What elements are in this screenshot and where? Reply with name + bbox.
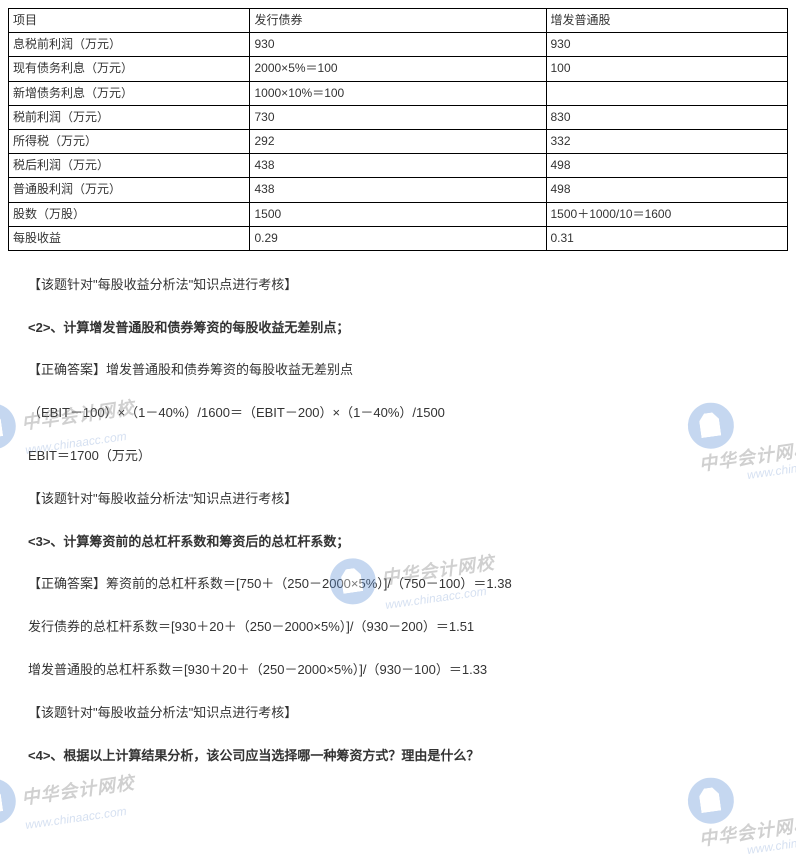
- watermark-brand: 中华会计网校: [697, 810, 796, 852]
- watermark: 中华会计网校www.chinaacc.com: [685, 385, 796, 490]
- table-header-row: 项目 发行债券 增发普通股: [9, 9, 788, 33]
- cell: 332: [546, 129, 788, 153]
- cell: [546, 81, 788, 105]
- table-row: 税前利润（万元） 730 830: [9, 105, 788, 129]
- cell: 830: [546, 105, 788, 129]
- cell: 438: [250, 178, 546, 202]
- question-4-title: <4>、根据以上计算结果分析，该公司应当选择哪一种筹资方式？理由是什么？: [28, 746, 788, 767]
- cell: 730: [250, 105, 546, 129]
- cell: 1500: [250, 202, 546, 226]
- cell: 292: [250, 129, 546, 153]
- question-3-answer-3: 增发普通股的总杠杆系数＝[930＋20＋（250－2000×5%）]/（930－…: [28, 660, 788, 681]
- row-label: 现有债务利息（万元）: [9, 57, 250, 81]
- row-label: 所得税（万元）: [9, 129, 250, 153]
- cell: 1000×10%＝100: [250, 81, 546, 105]
- cell: 1500＋1000/10＝1600: [546, 202, 788, 226]
- question-2-formula: （EBIT－100）×（1－40%）/1600＝（EBIT－200）×（1－40…: [28, 403, 788, 424]
- cell: 498: [546, 178, 788, 202]
- cell: 498: [546, 154, 788, 178]
- question-3-answer-1: 【正确答案】筹资前的总杠杆系数＝[750＋（250－2000×5%）]/（750…: [28, 574, 788, 595]
- watermark-brand: 中华会计网校: [20, 769, 137, 811]
- row-label: 税前利润（万元）: [9, 105, 250, 129]
- financial-table: 项目 发行债券 增发普通股 息税前利润（万元） 930 930 现有债务利息（万…: [8, 8, 788, 251]
- watermark-logo-icon: [685, 775, 737, 827]
- watermark-logo-icon: [0, 400, 19, 452]
- cell: 2000×5%＝100: [250, 57, 546, 81]
- table-row: 税后利润（万元） 438 498: [9, 154, 788, 178]
- knowledge-note: 【该题针对"每股收益分析法"知识点进行考核】: [28, 275, 788, 296]
- cell: 100: [546, 57, 788, 81]
- row-label: 每股收益: [9, 226, 250, 250]
- watermark-url: www.chinaacc.com: [24, 802, 139, 832]
- cell: 930: [250, 33, 546, 57]
- knowledge-note: 【该题针对"每股收益分析法"知识点进行考核】: [28, 489, 788, 510]
- col-header: 发行债券: [250, 9, 546, 33]
- table-row: 所得税（万元） 292 332: [9, 129, 788, 153]
- question-3-answer-2: 发行债券的总杠杆系数＝[930＋20＋（250－2000×5%）]/（930－2…: [28, 617, 788, 638]
- table-row: 新增债务利息（万元） 1000×10%＝100: [9, 81, 788, 105]
- question-3-title: <3>、计算筹资前的总杠杆系数和筹资后的总杠杆系数；: [28, 532, 788, 553]
- table-row: 息税前利润（万元） 930 930: [9, 33, 788, 57]
- col-header: 项目: [9, 9, 250, 33]
- row-label: 股数（万股）: [9, 202, 250, 226]
- row-label: 税后利润（万元）: [9, 154, 250, 178]
- question-2-title: <2>、计算增发普通股和债券筹资的每股收益无差别点；: [28, 318, 788, 339]
- cell: 930: [546, 33, 788, 57]
- row-label: 息税前利润（万元）: [9, 33, 250, 57]
- knowledge-note: 【该题针对"每股收益分析法"知识点进行考核】: [28, 703, 788, 724]
- cell: 0.29: [250, 226, 546, 250]
- col-header: 增发普通股: [546, 9, 788, 33]
- table-row: 普通股利润（万元） 438 498: [9, 178, 788, 202]
- watermark: 中华会计网校www.chinaacc.com: [0, 759, 139, 840]
- cell: 0.31: [546, 226, 788, 250]
- watermark: 中华会计网校www.chinaacc.com: [685, 760, 796, 864]
- table-row: 现有债务利息（万元） 2000×5%＝100 100: [9, 57, 788, 81]
- row-label: 普通股利润（万元）: [9, 178, 250, 202]
- watermark-url: www.chinaacc.com: [746, 829, 796, 857]
- question-2-result: EBIT＝1700（万元）: [28, 446, 788, 467]
- table-row: 每股收益 0.29 0.31: [9, 226, 788, 250]
- row-label: 新增债务利息（万元）: [9, 81, 250, 105]
- cell: 438: [250, 154, 546, 178]
- question-2-answer-label: 【正确答案】增发普通股和债券筹资的每股收益无差别点: [28, 360, 788, 381]
- watermark-logo-icon: [0, 775, 19, 827]
- table-row: 股数（万股） 1500 1500＋1000/10＝1600: [9, 202, 788, 226]
